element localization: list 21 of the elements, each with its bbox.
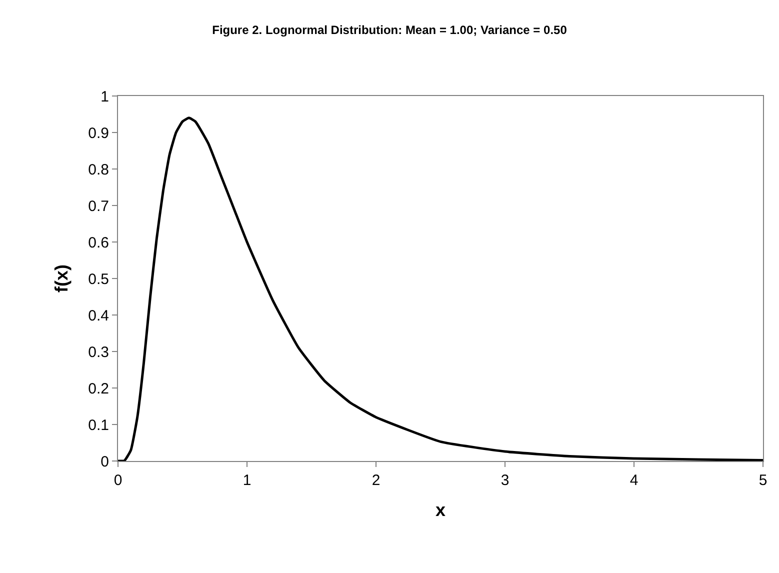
chart-title: Figure 2. Lognormal Distribution: Mean = 1.00; Variance = 0.50	[212, 23, 568, 38]
y-axis-title: f(x)	[51, 264, 72, 292]
x-tick-label: 0	[114, 472, 122, 489]
y-tick-label: 1	[100, 88, 109, 106]
y-tick-label: 0.8	[88, 161, 109, 178]
y-tick-label: 0.4	[88, 307, 109, 324]
y-tick-label: 0.6	[88, 234, 109, 252]
x-tick-label: 3	[500, 472, 510, 489]
x-tick-label: 1	[242, 472, 252, 489]
y-tick-label: 0	[100, 453, 109, 470]
x-axis-title: x	[435, 500, 446, 520]
y-tick-label: 0.5	[88, 270, 109, 288]
line-series	[118, 116, 763, 461]
y-tick-label: 0.3	[88, 344, 109, 361]
y-tick-label: 0.7	[88, 198, 109, 215]
x-tick-label: 5	[758, 472, 768, 489]
x-tick-label: 2	[372, 472, 380, 489]
y-tick-label: 0.1	[88, 416, 109, 434]
x-tick-label: 4	[630, 472, 638, 489]
y-tick-label: 0.9	[88, 124, 109, 142]
y-tick-label: 0.2	[88, 380, 109, 398]
